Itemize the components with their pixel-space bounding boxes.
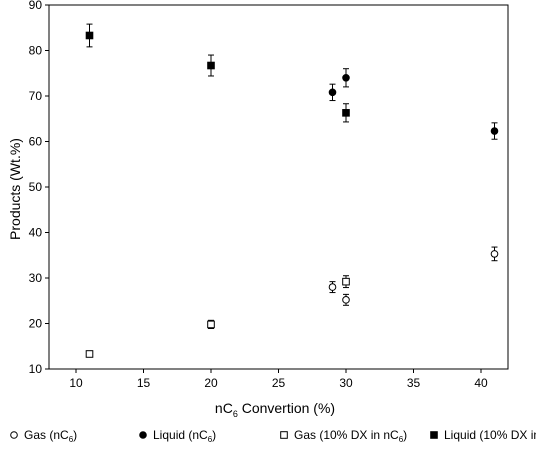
plot-border — [48, 4, 509, 370]
y-tick-label: 60 — [29, 135, 43, 149]
y-tick-label: 70 — [29, 89, 43, 103]
y-tick-label: 50 — [29, 180, 43, 194]
legend: Gas (nC6) Liquid (nC6) Gas (10% DX in nC6)… — [10, 428, 536, 444]
y-tick-label: 10 — [29, 362, 43, 376]
x-tick-label: 15 — [137, 376, 151, 390]
legend-label: Gas (10% DX in nC6) — [294, 428, 407, 444]
legend-item: Gas (nC6) — [10, 428, 77, 444]
series-4 — [85, 23, 350, 123]
x-axis: 10 15 20 25 30 35 40 — [69, 369, 488, 390]
legend-marker — [430, 431, 438, 439]
data-point — [328, 88, 337, 97]
legend-label: Gas (nC6) — [24, 428, 77, 444]
data-point — [342, 277, 350, 286]
x-tick-label: 30 — [339, 376, 353, 390]
x-tick-label: 25 — [272, 376, 286, 390]
y-tick-label: 40 — [29, 226, 43, 240]
series-1 — [328, 246, 499, 306]
y-axis: 10 20 30 40 50 60 70 80 90 — [29, 0, 49, 376]
y-tick-label: 80 — [29, 44, 43, 58]
data-point — [342, 109, 350, 117]
data-points — [85, 23, 499, 358]
legend-label: Liquid (10% DX in nC6) — [444, 428, 536, 444]
legend-marker — [139, 431, 147, 439]
y-tick-label: 20 — [29, 317, 43, 331]
x-tick-label: 40 — [474, 376, 488, 390]
legend-item: Liquid (10% DX in nC6) — [430, 428, 536, 444]
legend-marker — [10, 431, 18, 439]
data-point — [342, 74, 350, 82]
data-point — [342, 296, 350, 304]
legend-item: Gas (10% DX in nC6) — [280, 428, 407, 444]
x-axis-title: nC6 Convertion (%) — [215, 400, 335, 419]
data-point — [490, 127, 499, 135]
y-tick-label: 90 — [29, 0, 43, 12]
legend-item: Liquid (nC6) — [139, 428, 216, 444]
legend-label: Liquid (nC6) — [153, 428, 216, 444]
x-tick-label: 10 — [69, 376, 83, 390]
y-tick-label: 30 — [29, 271, 43, 285]
data-point — [207, 320, 215, 329]
data-point — [207, 61, 215, 70]
legend-marker — [280, 431, 288, 439]
series-2 — [328, 68, 499, 140]
series-3 — [85, 275, 350, 358]
data-point — [85, 350, 94, 358]
data-point — [490, 250, 499, 258]
y-axis-title: Products (Wt.%) — [7, 138, 23, 240]
plot-frame — [48, 4, 509, 370]
x-tick-label: 20 — [204, 376, 218, 390]
x-tick-label: 35 — [407, 376, 421, 390]
data-point — [328, 283, 337, 291]
data-point — [85, 31, 94, 40]
